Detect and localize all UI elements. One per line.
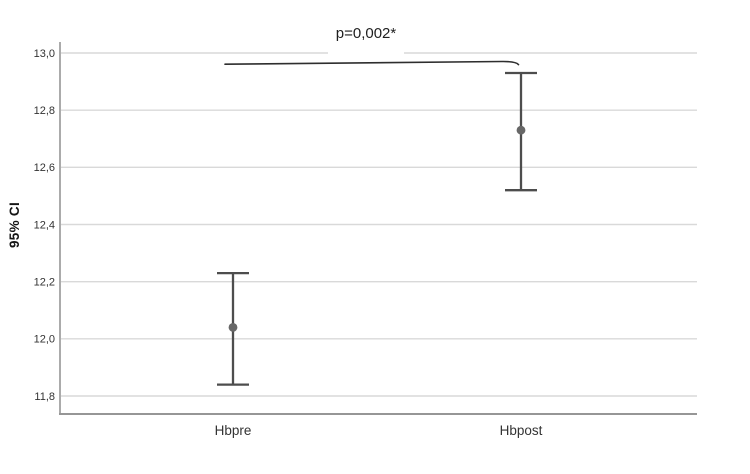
error-bar-hbpost [505,71,537,192]
y-tick-label: 12,4 [34,219,55,231]
mean-dot-hbpost [516,125,526,135]
significance-bracket [224,60,520,66]
y-tick-label: 12,2 [34,277,55,289]
mean-dot-hbpre [228,323,238,332]
x-category-label: Hbpre [215,423,252,438]
y-tick-label: 12,6 [34,162,55,174]
y-tick-label: 12,0 [34,334,55,346]
y-tick-label: 12,8 [34,105,55,117]
y-tick-label: 13,0 [34,48,55,60]
y-axis-title: 95% CI [7,201,22,249]
p-value-label: p=0,002* [328,24,404,57]
x-category-label: Hbpost [500,423,543,438]
y-tick-label: 11,8 [34,391,55,403]
error-bar-hbpre [217,271,249,386]
